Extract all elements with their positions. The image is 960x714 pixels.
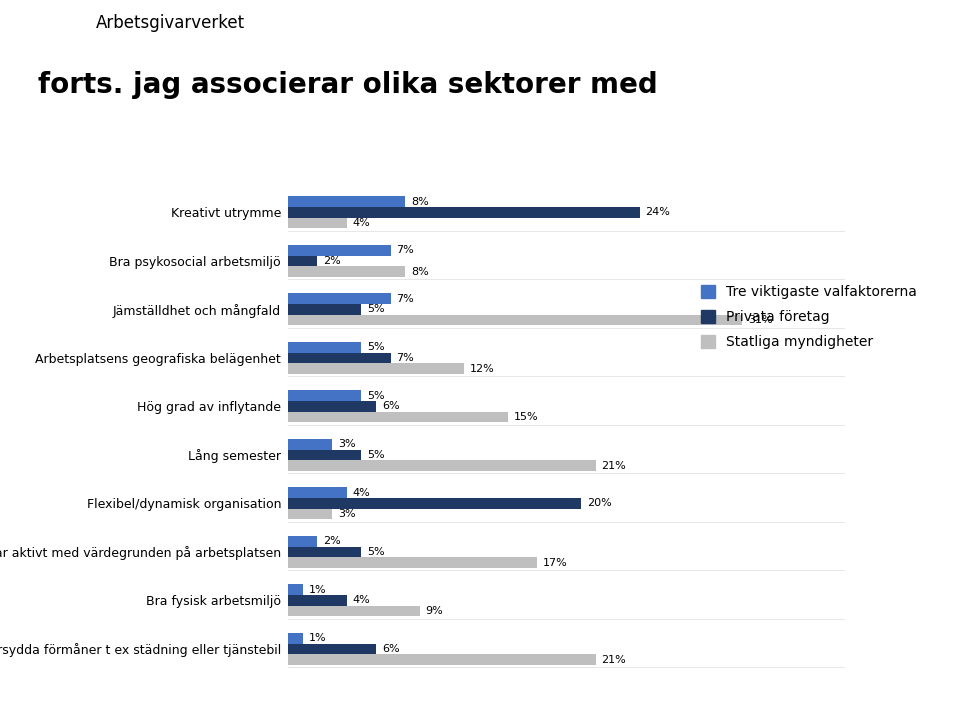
Bar <box>288 293 391 304</box>
Text: 5%: 5% <box>367 547 385 557</box>
Bar <box>288 207 639 218</box>
Bar <box>288 595 347 605</box>
Bar <box>288 266 405 277</box>
Text: 24%: 24% <box>645 208 670 218</box>
Bar <box>288 547 361 557</box>
Legend: Tre viktigaste valfaktorerna, Privata företag, Statliga myndigheter: Tre viktigaste valfaktorerna, Privata fö… <box>694 278 924 356</box>
Text: 9%: 9% <box>425 606 444 616</box>
Bar <box>288 439 332 450</box>
Bar <box>288 557 537 568</box>
Text: 7%: 7% <box>396 353 414 363</box>
Text: 8%: 8% <box>411 197 429 207</box>
Bar <box>288 605 420 616</box>
Bar <box>288 196 405 207</box>
Bar <box>288 342 361 353</box>
Text: 3%: 3% <box>338 439 355 449</box>
Text: 5%: 5% <box>367 450 385 460</box>
Bar <box>288 450 361 461</box>
Text: 6%: 6% <box>382 401 399 411</box>
Text: 21%: 21% <box>602 461 626 471</box>
Bar <box>288 245 391 256</box>
Text: 5%: 5% <box>367 391 385 401</box>
Bar <box>288 412 508 423</box>
Bar <box>288 256 318 266</box>
Text: 31%: 31% <box>748 315 773 325</box>
Text: 5%: 5% <box>367 342 385 352</box>
Text: Arbetsgivarverket: Arbetsgivarverket <box>96 14 245 32</box>
Text: 20%: 20% <box>587 498 612 508</box>
Text: 5%: 5% <box>367 304 385 314</box>
Bar <box>288 654 596 665</box>
Bar <box>288 353 391 363</box>
Bar <box>288 401 376 412</box>
Bar <box>288 363 464 374</box>
Text: 7%: 7% <box>396 246 414 256</box>
Bar <box>288 461 596 471</box>
Text: forts. jag associerar olika sektorer med: forts. jag associerar olika sektorer med <box>38 71 659 99</box>
Bar <box>288 391 361 401</box>
Text: 3%: 3% <box>338 509 355 519</box>
Text: 6%: 6% <box>382 644 399 654</box>
Text: 4%: 4% <box>352 595 371 605</box>
Bar <box>288 304 361 315</box>
Text: 2%: 2% <box>324 536 341 546</box>
Text: 4%: 4% <box>352 218 371 228</box>
Bar <box>288 218 347 228</box>
Bar <box>288 488 347 498</box>
Bar <box>288 536 318 547</box>
Bar <box>288 315 742 326</box>
Bar <box>288 498 581 509</box>
Bar <box>288 633 302 643</box>
Text: 7%: 7% <box>396 293 414 303</box>
Text: 1%: 1% <box>308 633 326 643</box>
Text: 21%: 21% <box>602 655 626 665</box>
Text: 17%: 17% <box>543 558 567 568</box>
Text: 15%: 15% <box>514 412 539 422</box>
Text: 8%: 8% <box>411 266 429 276</box>
Text: 2%: 2% <box>324 256 341 266</box>
Bar <box>288 509 332 520</box>
Text: 12%: 12% <box>469 363 494 373</box>
Bar <box>288 643 376 654</box>
Text: 1%: 1% <box>308 585 326 595</box>
Text: 4%: 4% <box>352 488 371 498</box>
Bar <box>288 585 302 595</box>
